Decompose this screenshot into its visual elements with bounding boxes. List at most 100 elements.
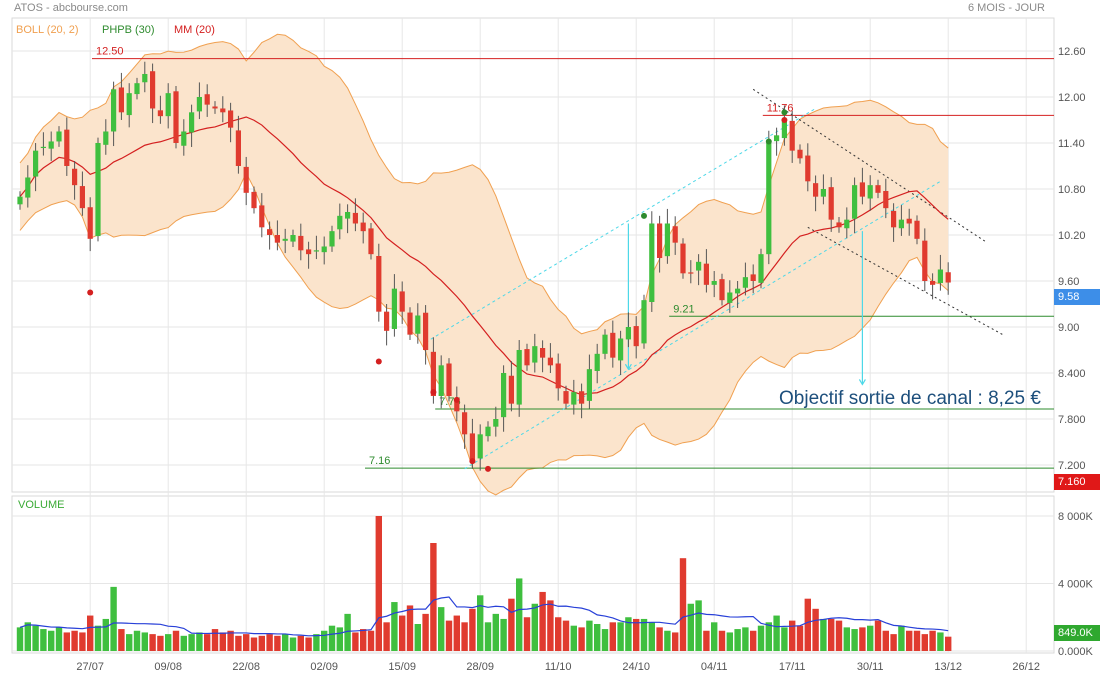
candle [462, 404, 468, 449]
legend-mm: MM (20) [174, 24, 215, 36]
time-tick-label: 15/09 [388, 661, 416, 673]
candle [360, 212, 366, 244]
candle [906, 208, 912, 236]
candle [235, 115, 241, 174]
volume-bar [523, 617, 531, 651]
candle [181, 119, 187, 156]
candle-body [228, 110, 234, 128]
candle-body [914, 220, 920, 239]
phpb-dot [453, 396, 460, 403]
volume-bar [906, 630, 913, 651]
candle [142, 61, 148, 93]
volume-bar [711, 622, 718, 651]
volume-bar [578, 627, 585, 651]
candle [337, 203, 343, 240]
volume-bar [609, 622, 616, 651]
volume-bar [750, 630, 757, 651]
candle [883, 178, 889, 219]
volume-bar [867, 625, 874, 651]
candle [267, 221, 273, 250]
candle [321, 236, 327, 265]
candle [196, 82, 202, 120]
volume-bar [87, 615, 94, 651]
candle-body [844, 219, 850, 229]
price-tick-label: 10.80 [1058, 184, 1086, 196]
candle [789, 110, 795, 163]
candle [703, 249, 709, 293]
candle [368, 223, 374, 260]
level-label: 7.16 [369, 455, 390, 467]
candle-body [95, 142, 101, 237]
candle-body [407, 312, 413, 335]
candle-body [79, 186, 85, 209]
candle-body [516, 349, 522, 405]
volume-bar [133, 630, 141, 651]
candle [844, 207, 850, 239]
candle-body [64, 129, 70, 166]
level-label: 11.76 [767, 102, 794, 114]
candle-body [781, 119, 787, 139]
candle-body [399, 291, 405, 312]
arrow-head [624, 363, 632, 371]
candle-body [462, 412, 468, 435]
candle-body [602, 334, 608, 354]
candle-body [134, 83, 140, 95]
volume-bar [594, 624, 601, 651]
candle [540, 340, 546, 373]
price-tick-label: 7.200 [1058, 460, 1086, 472]
candle [103, 119, 109, 155]
volume-bar [890, 634, 897, 651]
volume-bar [477, 595, 484, 651]
candle [282, 228, 288, 254]
candle [391, 274, 397, 337]
candle-body [306, 249, 312, 255]
candle-body [657, 223, 663, 258]
candle [352, 198, 358, 232]
candle-body [836, 222, 842, 228]
candle-body [774, 135, 780, 142]
candle [454, 386, 460, 422]
candle-body [469, 433, 475, 462]
candle [641, 294, 647, 349]
candle [306, 241, 312, 269]
volume-average [19, 596, 949, 637]
volume-bar [266, 634, 273, 651]
volume-bar [40, 629, 47, 651]
candle-body [852, 185, 858, 219]
candle-body [384, 311, 390, 331]
candle-body [805, 155, 811, 182]
time-tick-label: 17/11 [779, 661, 806, 673]
volume-bar [812, 608, 819, 651]
candle [64, 117, 70, 176]
candle [727, 280, 733, 313]
volume-bar [94, 625, 102, 651]
volume-bar [235, 635, 242, 651]
candle-body [251, 191, 257, 209]
candle-body [165, 93, 171, 117]
candle [930, 273, 936, 300]
candle-body [118, 87, 124, 113]
volume-bar [360, 629, 367, 651]
volume-bar [445, 620, 453, 651]
volume-bar [24, 622, 31, 651]
candle-body [423, 312, 429, 350]
candle-body [610, 332, 616, 358]
candle [384, 303, 390, 346]
price-tick-label: 7.800 [1058, 414, 1086, 426]
price-tick-label: 11.40 [1058, 138, 1085, 150]
candle [126, 83, 132, 128]
candle [774, 127, 780, 156]
time-tick-label: 04/11 [701, 661, 728, 673]
candle-body [376, 255, 382, 312]
candle [204, 84, 210, 117]
candle-body [594, 353, 600, 372]
candle [891, 203, 897, 242]
candle [173, 85, 179, 149]
volume-bar [921, 634, 928, 651]
candle-body [703, 263, 709, 285]
volume-bar [250, 637, 258, 651]
candle-body [282, 238, 288, 241]
candle-body [750, 274, 756, 281]
volume-tag: 849.0K [1054, 625, 1100, 641]
